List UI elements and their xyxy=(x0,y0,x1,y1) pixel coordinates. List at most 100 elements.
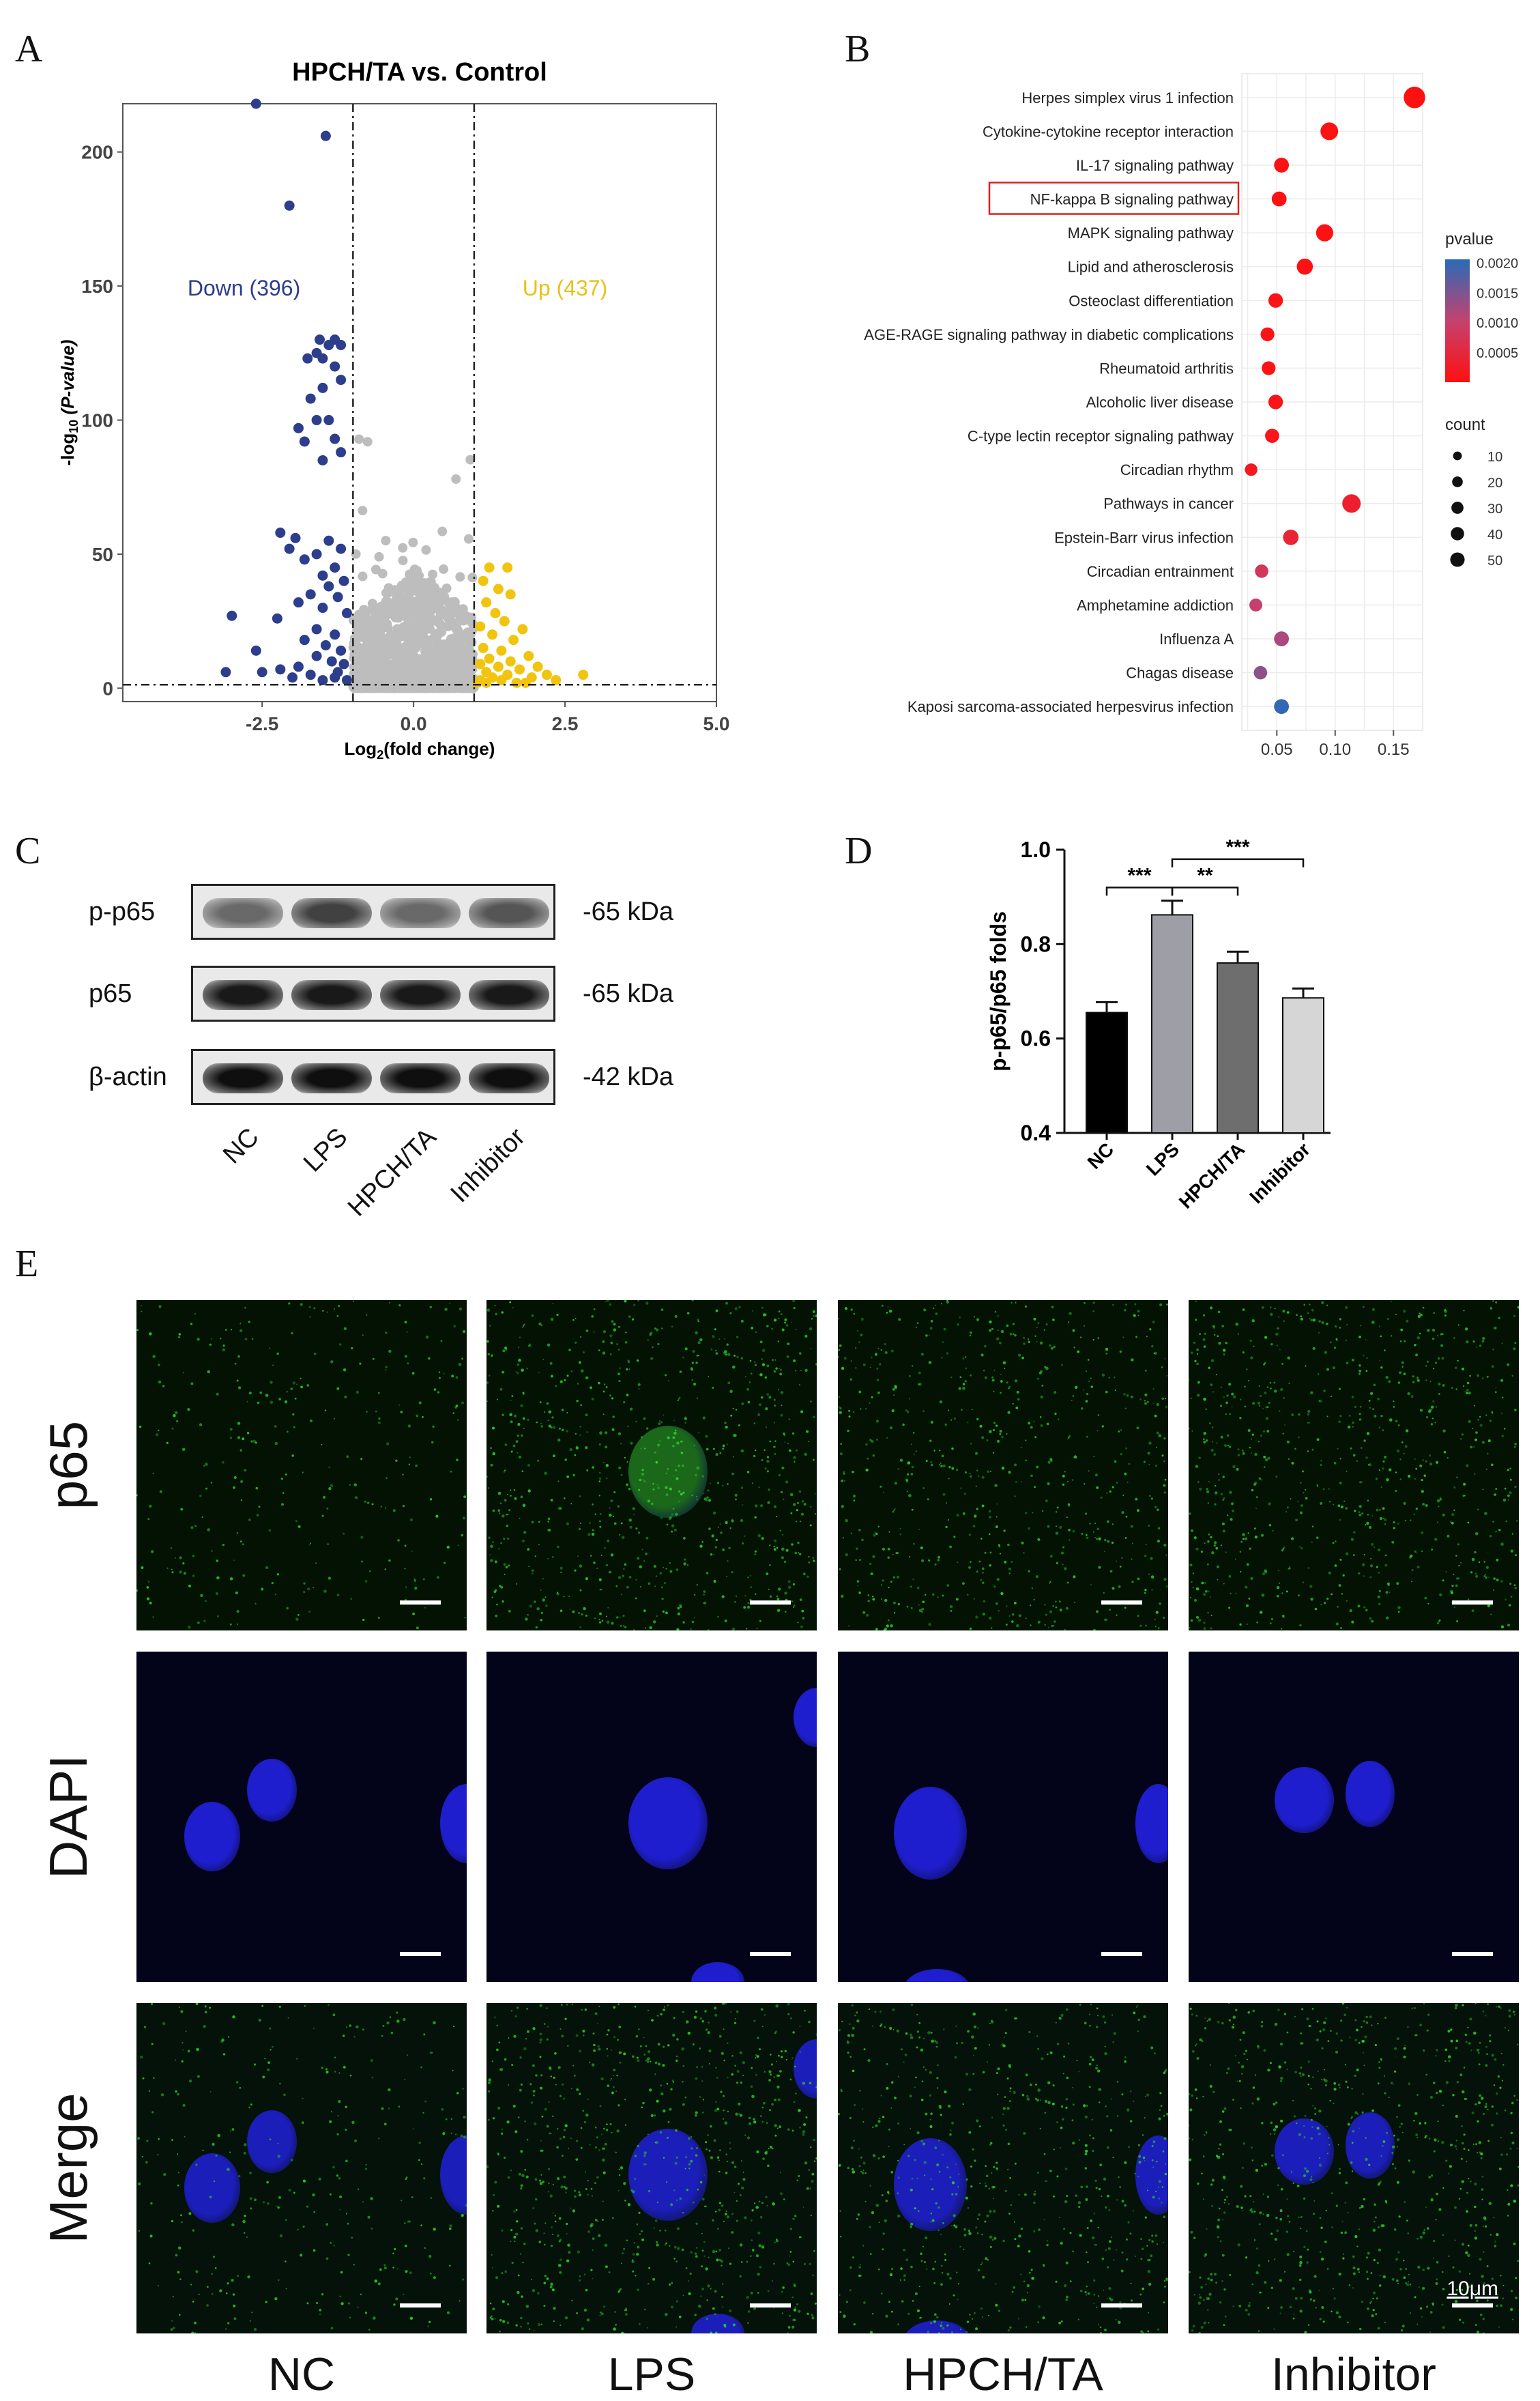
ns-point xyxy=(429,661,439,671)
speckle-dot xyxy=(589,1522,591,1524)
speckle-dot xyxy=(574,1454,577,1456)
speckle-dot xyxy=(997,1315,999,1317)
speckle-dot xyxy=(137,2182,141,2186)
speckle-dot xyxy=(813,1559,815,1562)
speckle-dot xyxy=(702,1416,706,1420)
ns-point xyxy=(383,661,393,672)
bar-significance-label: ** xyxy=(1197,864,1213,887)
speckle-dot xyxy=(981,1436,985,1439)
speckle-dot xyxy=(1387,1584,1390,1587)
ns-point xyxy=(383,682,394,693)
speckle-dot xyxy=(668,1517,671,1521)
speckle-dot xyxy=(522,1392,525,1394)
ns-point xyxy=(428,591,438,601)
speckle-dot xyxy=(1164,1357,1166,1360)
speckle-dot xyxy=(732,1434,736,1437)
ns-point xyxy=(467,637,477,648)
ns-point xyxy=(392,643,403,653)
speckle-dot xyxy=(1213,1453,1217,1456)
speckle-dot xyxy=(1432,1328,1436,1332)
speckle-dot xyxy=(604,2243,608,2247)
speckle-dot xyxy=(998,1545,1001,1548)
speckle-dot xyxy=(1056,1511,1058,1513)
speckle-dot xyxy=(1006,1324,1009,1327)
ns-point xyxy=(378,683,388,693)
kegg-legend-pvalue-tick: 0.0015 xyxy=(1477,286,1518,301)
speckle-dot xyxy=(1378,1571,1380,1574)
speckle-dot xyxy=(160,2093,164,2097)
speckle-dot xyxy=(620,1443,622,1445)
speckle-dot xyxy=(1094,1523,1096,1525)
speckle-dot xyxy=(1049,1555,1053,1558)
nucleus xyxy=(691,2313,744,2333)
speckle-dot xyxy=(1050,1347,1054,1350)
speckle-dot xyxy=(843,1480,846,1482)
speckle-dot xyxy=(650,1332,653,1334)
speckle-dot xyxy=(1249,1446,1251,1449)
speckle-dot xyxy=(1334,1347,1336,1349)
speckle-dot xyxy=(871,1356,873,1359)
speckle-dot xyxy=(330,2111,333,2113)
speckle-dot xyxy=(1427,1329,1430,1332)
speckle-dot xyxy=(1322,1488,1325,1491)
speckle-dot xyxy=(141,1310,143,1312)
speckle-dot xyxy=(321,1443,323,1446)
ns-point xyxy=(365,648,375,659)
speckle-dot xyxy=(1495,1387,1497,1389)
ns-point xyxy=(403,677,413,687)
ns-point xyxy=(388,671,398,681)
speckle-dot xyxy=(675,1469,678,1471)
speckle-dot xyxy=(580,2127,583,2129)
speckle-dot xyxy=(325,2223,329,2226)
speckle-dot xyxy=(1210,1615,1212,1616)
speckle-dot xyxy=(993,1428,995,1431)
ns-point xyxy=(366,681,377,691)
speckle-dot xyxy=(362,1334,364,1336)
speckle-dot xyxy=(1338,1420,1341,1423)
nucleus xyxy=(628,2128,708,2222)
ns-point xyxy=(368,640,379,650)
speckle-dot xyxy=(1286,1506,1289,1509)
ns-point xyxy=(422,654,432,664)
speckle-dot xyxy=(641,1549,643,1551)
speckle-dot xyxy=(494,1589,497,1592)
speckle-dot xyxy=(677,1612,680,1615)
speckle-dot xyxy=(418,2159,420,2161)
speckle-dot xyxy=(383,2264,386,2267)
speckle-dot xyxy=(279,2082,281,2085)
speckle-dot xyxy=(338,2100,341,2103)
speckle-dot xyxy=(592,1466,594,1469)
ns-point xyxy=(376,681,386,691)
speckle-dot xyxy=(1263,1364,1265,1366)
speckle-dot xyxy=(548,1424,551,1428)
speckle-dot xyxy=(716,1482,719,1484)
ns-point xyxy=(414,672,424,682)
ns-point xyxy=(424,680,435,691)
ns-point xyxy=(407,681,417,691)
speckle-dot xyxy=(937,1559,940,1562)
ns-point xyxy=(414,683,424,693)
ns-point xyxy=(427,665,437,676)
ns-point xyxy=(371,682,381,692)
speckle-dot xyxy=(296,2058,298,2060)
speckle-dot xyxy=(876,1439,878,1441)
speckle-dot xyxy=(572,1610,575,1613)
speckle-dot xyxy=(1144,1554,1147,1557)
speckle-dot xyxy=(991,1627,993,1629)
down-point xyxy=(323,415,334,426)
ns-point xyxy=(384,672,394,682)
speckle-dot xyxy=(889,1426,893,1430)
speckle-dot xyxy=(158,2285,159,2287)
speckle-dot xyxy=(271,1582,274,1585)
speckle-dot xyxy=(510,1420,513,1424)
ns-point xyxy=(398,683,408,693)
speckle-dot xyxy=(768,2148,770,2150)
speckle-dot xyxy=(735,1595,738,1597)
ns-point xyxy=(386,676,396,687)
ns-point xyxy=(375,668,386,678)
ns-point xyxy=(447,597,457,607)
speckle-dot xyxy=(613,2086,615,2088)
speckle-dot xyxy=(510,1450,513,1453)
ns-point xyxy=(456,634,467,644)
speckle-dot xyxy=(701,2080,703,2082)
